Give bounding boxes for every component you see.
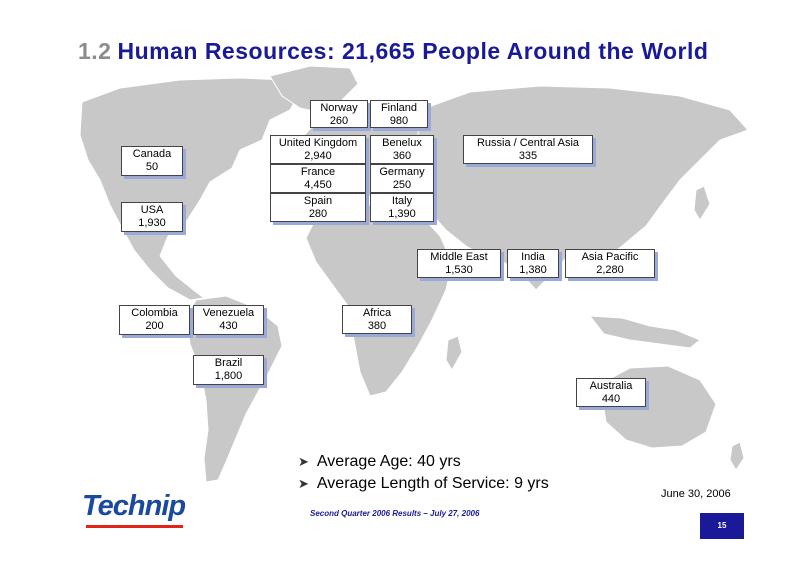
page-title: 1.2 Human Resources: 21,665 People Around…	[78, 38, 708, 65]
region-value: 980	[389, 115, 409, 127]
north-america-shape	[79, 77, 301, 301]
region-box: India 1,380	[507, 249, 559, 278]
region-value: 1,930	[138, 217, 166, 229]
region-name: Africa	[362, 307, 392, 319]
region-name: Italy	[391, 195, 413, 207]
footer-text: Second Quarter 2006 Results – July 27, 2…	[310, 509, 480, 518]
bullet-text: Average Length of Service: 9 yrs	[316, 475, 549, 492]
logo-accent-bar	[86, 525, 184, 528]
region-name: USA	[140, 204, 164, 216]
bullet-text: Average Age: 40 yrs	[316, 453, 461, 470]
region-value: 2,940	[304, 150, 332, 162]
region-box: Italy 1,390	[370, 193, 434, 222]
region-name: France	[300, 166, 336, 178]
region-name: Middle East	[430, 251, 488, 263]
region-value: 335	[518, 150, 538, 162]
region-value: 4,450	[304, 179, 332, 191]
madagascar-shape	[445, 335, 463, 371]
bullet-item: ➤ Average Length of Service: 9 yrs	[298, 473, 549, 495]
arrow-bullet-icon: ➤	[298, 476, 309, 491]
region-value: 1,530	[445, 264, 473, 276]
region-box: Venezuela 430	[193, 305, 264, 335]
page-number: 15	[700, 513, 744, 539]
region-value: 50	[145, 161, 159, 173]
region-box: Benelux 360	[370, 135, 434, 164]
region-box: Brazil 1,800	[193, 355, 264, 385]
region-name: India	[521, 251, 545, 263]
new-zealand-shape	[729, 441, 745, 471]
region-box: Norway 260	[310, 100, 368, 128]
japan-shape	[693, 185, 711, 221]
region-box: Asia Pacific 2,280	[565, 249, 655, 278]
region-box: USA 1,930	[121, 202, 183, 232]
africa-shape	[305, 203, 453, 397]
region-value: 360	[392, 150, 412, 162]
region-box: Finland 980	[370, 100, 428, 128]
region-box: Spain 280	[270, 193, 366, 222]
region-value: 200	[145, 320, 164, 332]
region-value: 1,800	[214, 370, 243, 382]
region-name: Germany	[379, 166, 425, 178]
region-box: Australia 440	[576, 378, 646, 407]
region-name: Colombia	[131, 307, 178, 319]
region-value: 1,390	[388, 208, 416, 220]
region-value: 250	[392, 179, 412, 191]
region-box: Germany 250	[370, 164, 434, 193]
region-name: Canada	[132, 148, 172, 160]
region-box: Colombia 200	[119, 305, 190, 335]
region-name: Brazil	[214, 357, 243, 369]
region-name: Asia Pacific	[581, 251, 639, 263]
region-value: 2,280	[596, 264, 624, 276]
region-value: 440	[601, 393, 621, 405]
arrow-bullet-icon: ➤	[298, 454, 309, 469]
region-value: 430	[219, 320, 238, 332]
logo-text: Technip	[82, 490, 186, 522]
region-box: Russia / Central Asia 335	[463, 135, 593, 164]
region-name: Norway	[320, 102, 358, 114]
indonesia-shape	[588, 315, 701, 349]
region-value: 280	[308, 208, 328, 220]
region-name: United Kingdom	[278, 137, 358, 149]
region-value: 260	[329, 115, 349, 127]
region-value: 380	[367, 320, 387, 332]
region-value: 1,380	[519, 264, 547, 276]
region-name: Spain	[303, 195, 333, 207]
region-box: Middle East 1,530	[417, 249, 501, 278]
region-name: Venezuela	[202, 307, 255, 319]
bullet-list: ➤ Average Age: 40 yrs ➤ Average Length of …	[298, 451, 549, 495]
technip-logo: Technip	[82, 490, 186, 528]
bullet-item: ➤ Average Age: 40 yrs	[298, 451, 549, 473]
region-name: Finland	[380, 102, 418, 114]
region-name: Benelux	[382, 137, 422, 149]
region-box: Africa 380	[342, 305, 412, 334]
region-name: Russia / Central Asia	[476, 137, 580, 149]
region-name: Australia	[589, 380, 633, 392]
region-box: France 4,450	[270, 164, 366, 193]
region-box: United Kingdom 2,940	[270, 135, 366, 164]
section-number: 1.2	[78, 38, 112, 64]
region-box: Canada 50	[121, 146, 183, 176]
title-text: Human Resources: 21,665 People Around th…	[117, 38, 709, 64]
report-date: June 30, 2006	[661, 488, 731, 500]
